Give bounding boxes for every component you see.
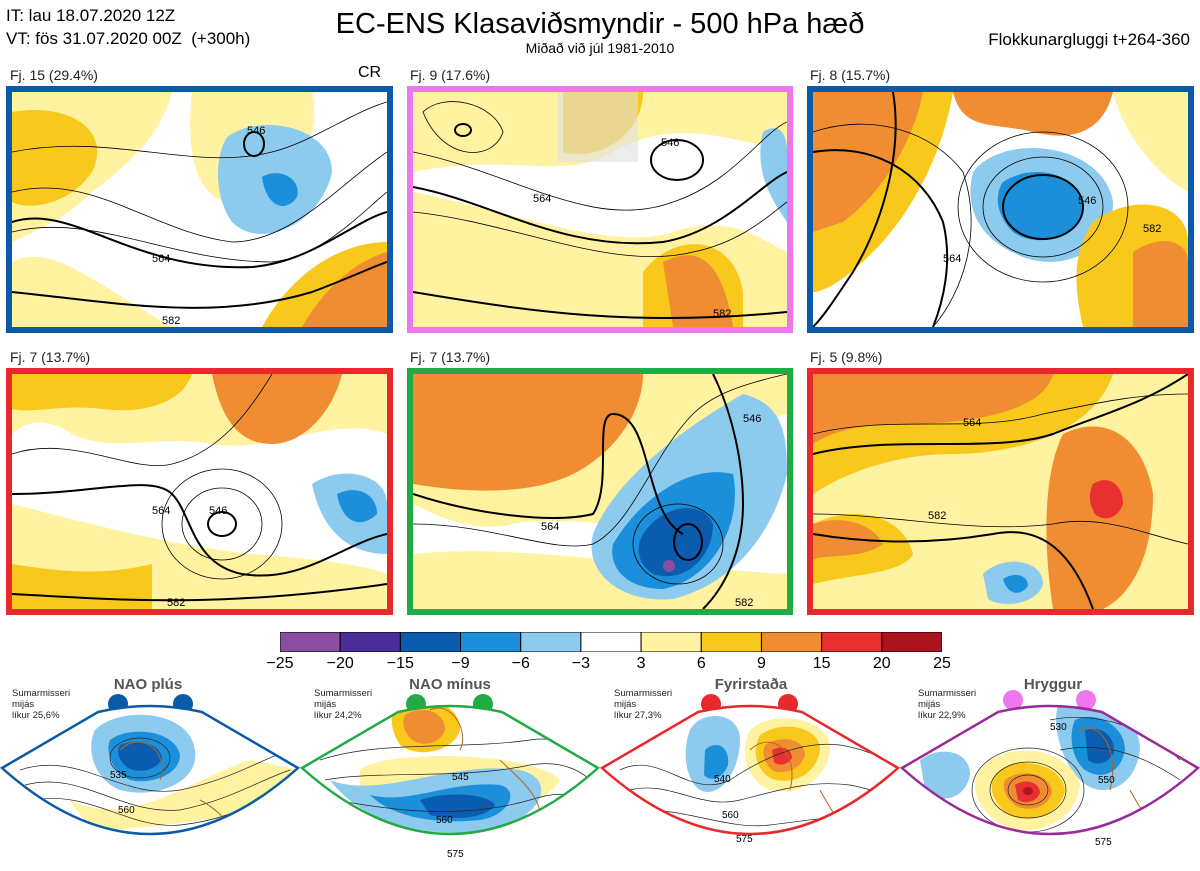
cluster-map-5[interactable]: 564 546 582 — [407, 368, 793, 615]
regime-map-blocking: 540 560 575 — [600, 704, 901, 845]
colorbar-swatch — [460, 631, 522, 653]
contour-label: 535 — [110, 770, 127, 781]
colorbar-tick-label: 15 — [812, 655, 831, 672]
contour-label: 582 — [167, 597, 185, 609]
cluster-map-3[interactable]: 546 564 582 — [807, 86, 1194, 333]
regime-dot — [1003, 690, 1023, 710]
panel-label-2: Fj. 9 (17.6%) — [410, 67, 491, 83]
page-subtitle: Miðað við júl 1981-2010 — [525, 40, 675, 56]
page-title: EC-ENS Klasaviðsmyndir - 500 hPa hæð — [335, 8, 865, 40]
contour-label: 560 — [436, 815, 453, 826]
contour-label: 545 — [452, 772, 469, 783]
colorbar-swatch — [760, 631, 823, 653]
panel-label-5: Fj. 7 (13.7%) — [410, 349, 491, 365]
contour-label: 564 — [963, 417, 981, 429]
classification-window: Flokkunargluggi t+264-360 — [988, 30, 1190, 49]
regime-map-ridge: 530 550 575 — [900, 704, 1200, 848]
contour-label: 564 — [533, 193, 551, 205]
colorbar-tick-label: −20 — [326, 655, 354, 672]
cr-label: CR — [358, 64, 382, 81]
colorbar-tick-label: −9 — [451, 655, 470, 672]
colorbar-tick-label: 6 — [696, 655, 706, 672]
colorbar-swatch — [279, 631, 341, 653]
colorbar-swatch — [580, 631, 642, 653]
colorbar-swatch — [881, 631, 943, 653]
contour-label: 540 — [714, 774, 731, 785]
initial-time: IT: lau 18.07.2020 12Z — [6, 6, 176, 25]
contour-label: 564 — [943, 253, 961, 265]
contour-label: 564 — [152, 505, 170, 517]
contour-label: 546 — [209, 505, 227, 517]
regime-note-nao-minus: Sumarmisseri mijás líkur 24,2% — [314, 688, 373, 721]
regime-dot — [1076, 690, 1096, 710]
contour-label: 550 — [1098, 775, 1115, 786]
contour-label: 575 — [447, 849, 464, 860]
cluster-map-6[interactable]: 564 582 — [807, 368, 1194, 615]
colorbar-tick-label: −3 — [571, 655, 591, 672]
contour-label: 564 — [152, 253, 170, 265]
contour-label: 546 — [1078, 195, 1096, 207]
colorbar-tick-label: 9 — [757, 655, 766, 672]
contour-label: 530 — [1050, 722, 1067, 733]
contour-label: 575 — [736, 834, 753, 845]
contour-label: 546 — [743, 413, 761, 425]
panel-label-4: Fj. 7 (13.7%) — [10, 349, 91, 365]
colorbar-swatch — [339, 631, 401, 653]
regime-map-nao-plus: 535 560 — [0, 704, 301, 836]
colorbar — [279, 631, 943, 653]
contour-label: 582 — [162, 315, 180, 327]
regime-title-ridge: Hryggur — [1023, 676, 1083, 693]
colorbar-swatch — [399, 631, 462, 653]
colorbar-swatch — [640, 631, 702, 653]
regime-note-ridge: Sumarmisseri mijás líkur 22,9% — [918, 688, 977, 721]
colorbar-tick-label: 20 — [872, 655, 891, 672]
cluster-map-1[interactable]: 564 582 546 — [6, 86, 393, 333]
contour-label: 582 — [713, 308, 731, 320]
cluster-map-4[interactable]: 546 564 582 — [6, 368, 393, 615]
contour-label: 582 — [1143, 223, 1161, 235]
regime-title-nao-plus: NAO plús — [113, 676, 183, 693]
regime-note-nao-plus: Sumarmisseri mijás líkur 25,6% — [12, 688, 71, 721]
cluster-map-2[interactable]: 546 564 582 — [407, 86, 793, 333]
colorbar-tick-label: −25 — [266, 655, 294, 672]
panel-label-6: Fj. 5 (9.8%) — [810, 349, 883, 365]
regime-note-blocking: Sumarmisseri mijás líkur 27,3% — [614, 688, 673, 721]
contour-label: 546 — [661, 137, 679, 149]
regime-title-blocking: Fyrirstaða — [714, 676, 788, 693]
contour-label: 546 — [247, 125, 265, 137]
regime-title-nao-minus: NAO mínus — [409, 676, 491, 693]
contour-label: 582 — [735, 597, 753, 609]
panel-label-1: Fj. 15 (29.4%) — [10, 67, 98, 83]
contour-label: 575 — [1095, 837, 1112, 848]
regime-map-nao-minus: 545 560 575 — [300, 704, 601, 860]
colorbar-tick-label: 3 — [636, 655, 646, 672]
colorbar-swatch — [700, 631, 762, 653]
contour-label: 560 — [722, 810, 739, 821]
contour-label: 582 — [928, 510, 946, 522]
colorbar-swatch — [821, 631, 883, 653]
panel-label-3: Fj. 8 (15.7%) — [810, 67, 891, 83]
colorbar-tick-label: −15 — [386, 655, 414, 672]
colorbar-tick-label: −6 — [511, 655, 530, 672]
colorbar-tick-label: 25 — [933, 655, 951, 672]
run-times: IT: lau 18.07.2020 12Z VT: fös 31.07.2020… — [6, 4, 250, 50]
contour-label: 564 — [541, 521, 559, 533]
colorbar-swatch — [520, 631, 582, 653]
contour-label: 560 — [118, 805, 135, 816]
valid-time: VT: fös 31.07.2020 00Z (+300h) — [6, 29, 251, 48]
colorbar-swatches — [279, 631, 943, 653]
